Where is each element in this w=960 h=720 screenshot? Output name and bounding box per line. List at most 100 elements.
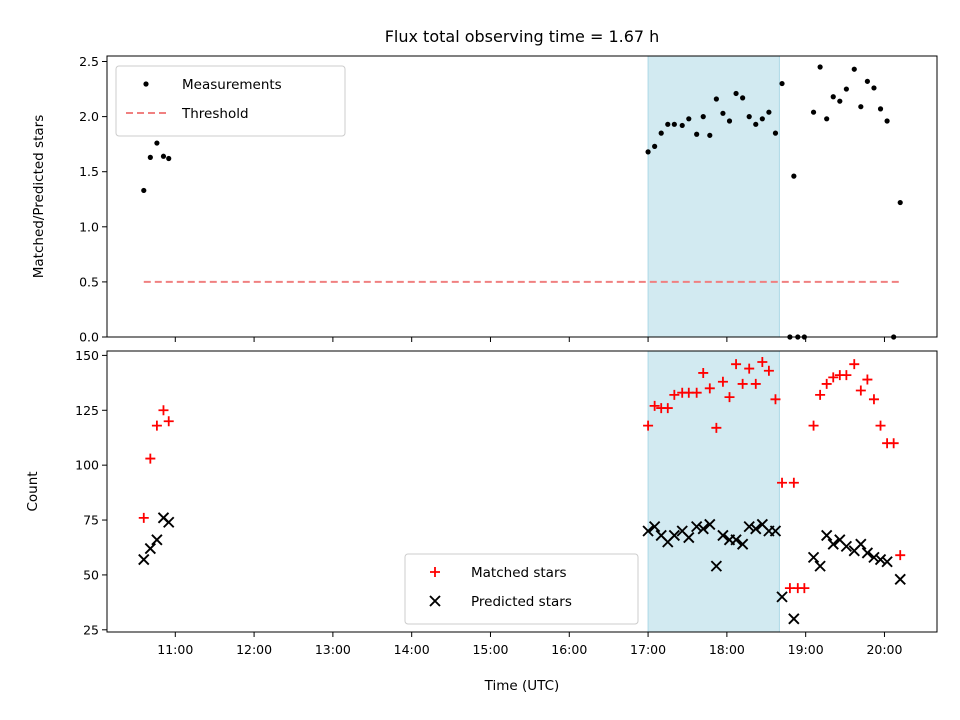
measurement-point (817, 64, 823, 70)
top-x-ticks (174, 337, 885, 342)
predicted-stars-point (151, 534, 163, 546)
matched-stars-point (777, 477, 788, 488)
y-tick-label: 0.0 (79, 330, 99, 345)
predicted-stars-point (894, 573, 906, 585)
measurement-point (843, 86, 849, 92)
matched-stars-point (828, 372, 839, 383)
matched-stars-point (788, 477, 799, 488)
matched-stars-point (649, 400, 660, 411)
matched-stars-point (770, 394, 781, 405)
predicted-stars-point (769, 525, 782, 537)
matched-stars-point (821, 378, 832, 389)
predicted-stars-point (807, 551, 820, 564)
matched-stars-point (669, 389, 680, 400)
measurement-point (154, 140, 160, 146)
x-tick-label: 18:00 (709, 642, 745, 657)
matched-stars-point (849, 359, 860, 370)
y-tick-label: 150 (75, 348, 99, 363)
bottom-panel: 25 50 75 100 125 150 11:00 12:00 13:00 14:00 15:0… (25, 348, 938, 694)
matched-stars-point (711, 422, 722, 433)
matched-stars-point (724, 392, 735, 403)
top-axes-frame (106, 55, 938, 338)
measurement-point (884, 118, 890, 124)
legend-entry-label: Measurements (182, 77, 282, 93)
matched-stars-point (841, 370, 852, 381)
predicted-stars-point (881, 556, 893, 568)
measurement-point (707, 132, 713, 138)
legend-entry-label: Predicted stars (471, 594, 572, 610)
y-tick-label: 2.0 (79, 109, 99, 124)
matched-stars-point (731, 359, 742, 370)
y-tick-label: 125 (75, 403, 99, 418)
predicted-stars-point (868, 551, 880, 564)
measurement-point (779, 80, 785, 87)
measurement-point (837, 98, 843, 104)
y-tick-label: 25 (83, 622, 99, 637)
top-y-axis-label: Matched/Predicted stars (31, 115, 47, 278)
matched-stars-point (757, 356, 768, 367)
measurement-point (810, 109, 817, 115)
matched-stars-point (737, 378, 748, 389)
predicted-stars-point (730, 534, 742, 546)
matched-stars-point (704, 383, 715, 394)
predicted-stars-point (648, 520, 661, 533)
bottom-y-axis-label: Count (25, 471, 41, 511)
matched-stars-point (744, 363, 755, 374)
matched-stars-point (862, 374, 873, 385)
matched-stars-point (855, 385, 866, 396)
measurement-point (858, 104, 864, 110)
matched-stars-point (815, 389, 826, 400)
legend-entry-label: Threshold (181, 106, 249, 122)
top-marks (141, 64, 903, 340)
highlight-span-rect (647, 55, 780, 338)
x-tick-label: 13:00 (315, 642, 351, 657)
y-tick-label: 75 (83, 513, 99, 528)
matched-stars-point (643, 420, 654, 431)
predicted-stars-point (683, 531, 695, 544)
bottom-x-ticks: 11:00 12:00 13:00 14:00 15:00 16:00 17:00 18:00… (157, 632, 903, 657)
predicted-stars-point (821, 529, 833, 542)
x-tick-label: 20:00 (866, 642, 902, 657)
measurement-point (871, 85, 877, 91)
measurement-point (686, 116, 692, 122)
matched-stars-point (138, 512, 149, 523)
predicted-stars-point (776, 591, 788, 603)
matched-stars-point (888, 438, 899, 449)
measurement-point (720, 110, 726, 116)
measurement-point (652, 143, 658, 149)
measurement-point (671, 121, 677, 127)
legend-marker (429, 595, 441, 607)
measurement-point (733, 90, 739, 97)
measurement-point (141, 187, 147, 194)
predicted-stars-point (690, 520, 703, 533)
matched-stars-point (163, 416, 174, 427)
chart-title: Flux total observing time = 1.67 h (385, 27, 660, 46)
predicted-stars-point (144, 542, 157, 555)
measurement-point (160, 153, 167, 159)
legend-entry-label: Matched stars (471, 565, 567, 581)
measurement-point (753, 121, 759, 127)
measurement-point (877, 106, 884, 112)
top-panel: 0.0 0.5 1.0 1.5 2.0 2.5 Matched/Predicted sta… (31, 54, 938, 345)
predicted-stars-point (788, 613, 800, 625)
predicted-stars-point (861, 547, 874, 559)
x-tick-label: 14:00 (394, 642, 430, 657)
measurement-point (713, 96, 719, 102)
measurement-point (830, 94, 836, 100)
measurement-point (166, 155, 172, 162)
predicted-stars-point (163, 516, 175, 528)
bottom-marks (138, 356, 906, 625)
matched-stars-point (662, 403, 673, 414)
predicted-stars-point (840, 540, 853, 553)
predicted-stars-point (710, 560, 723, 572)
predicted-stars-point (874, 553, 887, 566)
measurement-point (740, 95, 746, 101)
measurement-point (864, 78, 870, 84)
highlight-span-rect (647, 350, 780, 633)
bottom-y-ticks: 25 50 75 100 125 150 (75, 348, 107, 637)
predicted-stars-point (736, 538, 749, 550)
top-highlight-span (647, 55, 780, 338)
top-legend: Measurements Threshold (115, 65, 346, 137)
matched-stars-point (145, 453, 156, 464)
